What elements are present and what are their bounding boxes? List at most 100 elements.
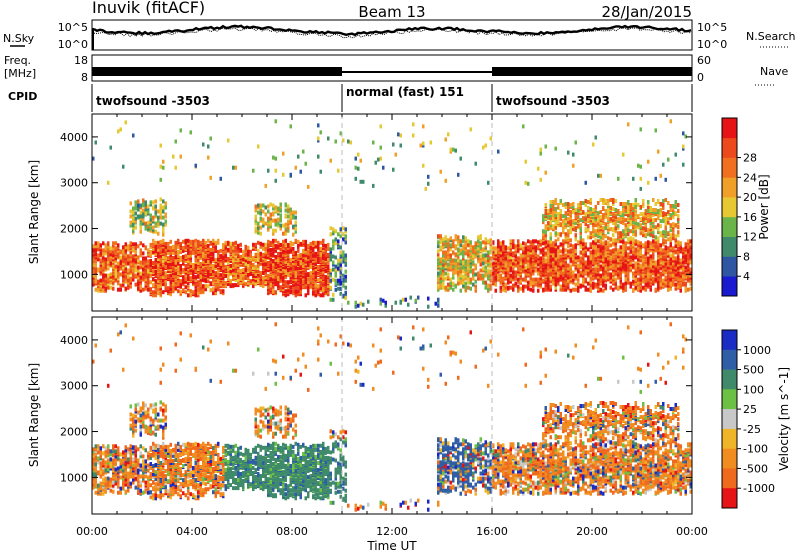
power-cell: [247, 250, 250, 255]
power-cell: [637, 248, 640, 253]
power-cell: [532, 239, 535, 244]
power-cell: [342, 250, 345, 255]
power-cell: [509, 255, 512, 260]
power-cell: [439, 267, 442, 272]
power-cell: [289, 220, 292, 225]
power-cell: [569, 271, 572, 276]
power-cell: [624, 280, 627, 285]
power-cell: [477, 239, 480, 244]
power-cell: [107, 241, 110, 246]
power-cell: [619, 247, 622, 252]
power-cell: [299, 284, 302, 289]
power-cell: [104, 257, 107, 262]
power-cell: [342, 226, 345, 231]
power-cell: [217, 279, 220, 284]
power-cell: [467, 268, 470, 273]
power-cell: [294, 215, 297, 220]
power-cell: [304, 246, 307, 251]
power-cell: [289, 207, 292, 212]
power-cell: [472, 245, 475, 250]
power-cell: [267, 274, 270, 279]
power-cell: [459, 278, 462, 283]
power-cell: [569, 248, 572, 253]
power-cell: [202, 253, 205, 258]
power-cell: [134, 250, 137, 255]
power-cells: [92, 119, 692, 309]
power-cell: [294, 270, 297, 275]
power-cell: [597, 274, 600, 279]
power-cell: [317, 289, 320, 294]
power-cell: [449, 236, 452, 241]
power-cell: [554, 242, 557, 247]
power-cell: [262, 266, 265, 270]
power-cell: [594, 263, 597, 268]
power-cell: [139, 203, 142, 208]
power-cell: [112, 253, 115, 258]
power-cell: [147, 204, 150, 209]
power-cell: [652, 271, 655, 276]
power-cell: [259, 241, 262, 246]
power-cell: [444, 276, 447, 281]
power-cell: [624, 248, 627, 253]
power-cell: [289, 266, 292, 270]
power-cell: [254, 264, 257, 269]
power-cell: [182, 259, 185, 263]
power-cell: [252, 242, 255, 247]
power-cell: [499, 241, 502, 246]
power-cell: [92, 282, 95, 287]
power-cell: [507, 280, 510, 285]
power-cell: [577, 281, 580, 286]
power-cell: [269, 202, 272, 207]
power-cell: [524, 246, 527, 251]
power-cell: [107, 277, 110, 282]
power-cell: [607, 274, 610, 279]
power-cell: [127, 247, 130, 252]
power-cell: [632, 279, 635, 284]
power-cell: [464, 236, 467, 241]
power-cell: [169, 239, 172, 244]
power-cell: [584, 242, 587, 247]
power-cell: [114, 273, 117, 278]
power-cell: [504, 256, 507, 261]
power-cell: [177, 267, 180, 272]
power-cell: [257, 257, 260, 262]
power-cell: [334, 255, 337, 260]
power-cell: [279, 207, 282, 212]
power-cell: [332, 227, 335, 232]
power-cell: [554, 222, 557, 227]
power-cell: [254, 242, 257, 247]
power-cell: [152, 205, 155, 210]
power-cell: [667, 259, 670, 264]
power-cell: [157, 215, 160, 220]
power-cell: [672, 252, 675, 257]
power-cell: [167, 250, 170, 255]
power-cell: [524, 242, 527, 247]
power-cell: [682, 247, 685, 252]
power-cell: [254, 208, 257, 213]
power-cell: [97, 279, 100, 284]
power-cell: [204, 268, 207, 273]
power-cell: [509, 260, 512, 265]
power-cell: [314, 258, 317, 262]
power-cell: [299, 252, 302, 257]
power-cell: [549, 208, 552, 212]
power-cell: [457, 273, 460, 278]
power-cell: [257, 210, 260, 215]
power-cell: [242, 268, 245, 272]
power-cell: [622, 282, 625, 287]
power-cell: [202, 242, 205, 247]
power-cell: [172, 267, 175, 272]
power-cell: [307, 249, 310, 254]
power-cell: [664, 261, 667, 266]
power-cell: [194, 282, 197, 287]
power-cell: [654, 247, 657, 252]
power-cell: [579, 270, 582, 275]
power-cell: [532, 277, 535, 282]
power-cell: [517, 239, 520, 244]
power-cell: [552, 210, 555, 215]
power-cell: [479, 258, 482, 263]
power-cell: [199, 253, 202, 258]
power-cell: [492, 256, 495, 261]
power-cell: [644, 268, 647, 273]
power-cell: [609, 264, 612, 269]
